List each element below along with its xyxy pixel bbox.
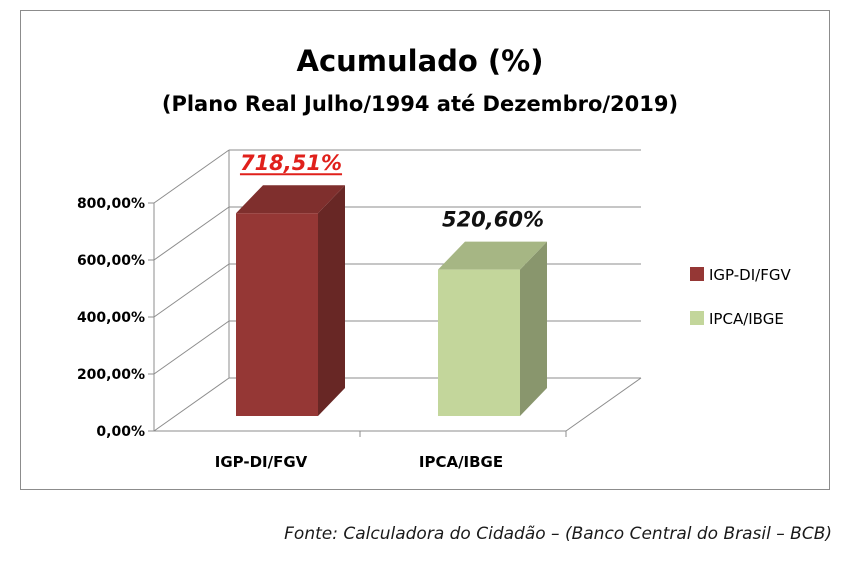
bar-front bbox=[438, 269, 520, 416]
gridline-diagonal bbox=[153, 320, 230, 375]
legend-label: IPCA/IBGE bbox=[709, 310, 784, 328]
grid-layer: 0,00% 200,00% 400,00% 600,00% 800,00% IGP-DI/… bbox=[77, 149, 642, 471]
data-label: 718,51% bbox=[240, 151, 342, 175]
gridline-diagonal bbox=[153, 206, 230, 261]
floor-right-edge bbox=[565, 377, 642, 432]
y-tick-label: 200,00% bbox=[77, 367, 145, 383]
y-tick-label: 600,00% bbox=[77, 253, 145, 269]
legend-label: IGP-DI/FGV bbox=[709, 266, 791, 284]
x-category-label: IPCA/IBGE bbox=[419, 453, 503, 471]
source-note: Fonte: Calculadora do Cidadão – (Banco C… bbox=[284, 524, 832, 544]
gridline-diagonal bbox=[153, 377, 230, 432]
legend: IGP-DI/FGV IPCA/IBGE bbox=[690, 266, 791, 328]
legend-swatch bbox=[690, 267, 704, 281]
legend-swatch bbox=[690, 311, 704, 325]
bar-igp-di-fgv: 718,51% bbox=[236, 151, 345, 416]
chart-frame: Acumulado (%) (Plano Real Julho/1994 até… bbox=[20, 10, 830, 490]
gridline-diagonal bbox=[153, 263, 230, 318]
bar-top bbox=[236, 185, 345, 214]
bar-side bbox=[520, 241, 547, 416]
x-category-label: IGP-DI/FGV bbox=[215, 453, 308, 471]
chart-svg: Acumulado (%) (Plano Real Julho/1994 até… bbox=[77, 44, 792, 471]
chart-subtitle: (Plano Real Julho/1994 até Dezembro/2019… bbox=[162, 92, 678, 116]
y-tick-label: 800,00% bbox=[77, 196, 145, 212]
bar-ipca-ibge: 520,60% bbox=[438, 208, 547, 416]
data-label: 520,60% bbox=[442, 208, 544, 232]
bar-side bbox=[318, 185, 345, 416]
bar-top bbox=[438, 241, 547, 270]
y-tick-label: 400,00% bbox=[77, 310, 145, 326]
bar-layer: 718,51% 520,60% bbox=[236, 151, 547, 416]
bar-front bbox=[236, 213, 318, 416]
gridline-diagonal bbox=[153, 149, 230, 204]
chart-title: Acumulado (%) bbox=[297, 44, 544, 78]
y-tick-label: 0,00% bbox=[96, 424, 145, 440]
